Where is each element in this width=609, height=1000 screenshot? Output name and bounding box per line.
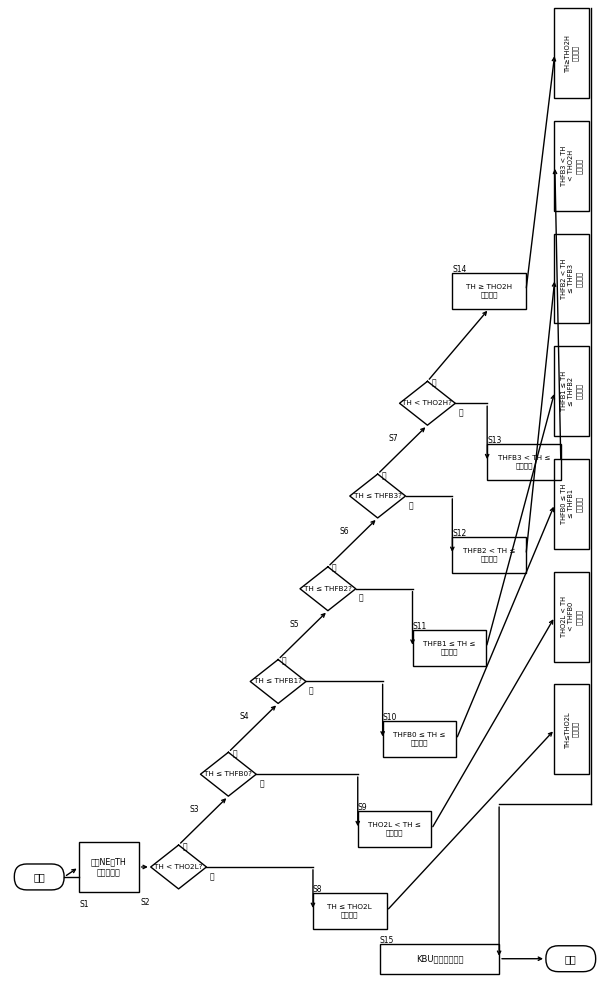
- Text: TH≤THO2L
区域判断: TH≤THO2L 区域判断: [565, 711, 579, 748]
- Bar: [357, 811, 431, 847]
- Text: THFB1 ≤ TH
≤ THFB2
区域判断: THFB1 ≤ TH ≤ THFB2 区域判断: [561, 371, 583, 411]
- Bar: [379, 944, 499, 974]
- Text: 否: 否: [183, 842, 187, 851]
- Bar: [79, 842, 139, 892]
- Text: 否: 否: [232, 749, 237, 758]
- Text: THFB3 < TH
< THO2H
区域判断: THFB3 < TH < THO2H 区域判断: [561, 146, 583, 186]
- Text: 是: 是: [409, 501, 413, 510]
- Text: THFB0 ≤ TH
≤ THFB1
区域判断: THFB0 ≤ TH ≤ THFB1 区域判断: [561, 484, 583, 524]
- Text: S3: S3: [190, 805, 200, 814]
- Text: 是: 是: [309, 686, 314, 695]
- Text: S11: S11: [412, 622, 427, 631]
- Bar: [382, 721, 456, 757]
- Text: THFB1 ≤ TH ≤
区域判断: THFB1 ≤ TH ≤ 区域判断: [423, 641, 476, 655]
- Bar: [554, 8, 589, 98]
- Text: TH ≤ THFB1?: TH ≤ THFB1?: [254, 678, 302, 684]
- Text: 结束: 结束: [565, 954, 577, 964]
- Bar: [487, 444, 561, 480]
- Text: THFB3 < TH ≤
区域判断: THFB3 < TH ≤ 区域判断: [498, 455, 551, 469]
- Text: 否: 否: [332, 564, 337, 573]
- Text: TH ≥ THO2H
区域剤断: TH ≥ THO2H 区域剤断: [466, 284, 512, 298]
- Bar: [452, 537, 526, 573]
- Text: S10: S10: [382, 713, 397, 722]
- Text: TH ≤ THO2L
区域判断: TH ≤ THO2L 区域判断: [328, 904, 372, 918]
- Text: TH < THO2L?: TH < THO2L?: [154, 864, 203, 870]
- Text: 是: 是: [359, 594, 364, 603]
- Text: 否: 否: [431, 378, 436, 387]
- Text: S7: S7: [389, 434, 398, 443]
- Bar: [554, 234, 589, 323]
- Text: S8: S8: [313, 885, 322, 894]
- Bar: [554, 572, 589, 662]
- Text: S15: S15: [379, 936, 394, 945]
- Text: S6: S6: [339, 527, 349, 536]
- Text: 开始: 开始: [33, 872, 45, 882]
- Text: THO2L < TH
< THFB0
区域判断: THO2L < TH < THFB0 区域判断: [561, 596, 583, 637]
- Text: TH < THO2H?: TH < THO2H?: [403, 400, 452, 406]
- Bar: [554, 346, 589, 436]
- Text: S9: S9: [357, 803, 367, 812]
- Text: S4: S4: [239, 712, 249, 721]
- Text: TH ≤ THFB0?: TH ≤ THFB0?: [205, 771, 252, 777]
- Bar: [554, 121, 589, 211]
- Text: 是: 是: [209, 872, 214, 881]
- Text: 否: 否: [282, 657, 287, 666]
- Text: TH ≤ THFB3?: TH ≤ THFB3?: [354, 493, 402, 499]
- Text: S5: S5: [289, 620, 299, 629]
- Bar: [313, 893, 387, 929]
- Text: 是: 是: [259, 779, 264, 788]
- Text: S1: S1: [79, 900, 88, 909]
- Text: TH ≤ THFB2?: TH ≤ THFB2?: [304, 586, 352, 592]
- Text: 否: 否: [382, 471, 386, 480]
- Text: S2: S2: [140, 898, 150, 907]
- Text: S13: S13: [487, 436, 502, 445]
- Text: S14: S14: [452, 265, 466, 274]
- Text: 基于NE、TH
的区域检索: 基于NE、TH 的区域检索: [91, 857, 127, 877]
- Text: THFB2 < TH ≤
区域判断: THFB2 < TH ≤ 区域判断: [463, 548, 515, 562]
- Text: KBU逐渐转变判断: KBU逐渐转变判断: [415, 954, 463, 963]
- Text: 是: 是: [459, 408, 463, 417]
- Text: THFB2 < TH
≤ THFB3
区域判断: THFB2 < TH ≤ THFB3 区域判断: [561, 258, 583, 299]
- Bar: [554, 684, 589, 774]
- Bar: [554, 459, 589, 549]
- Text: THFB0 ≤ TH ≤
区域判断: THFB0 ≤ TH ≤ 区域判断: [393, 732, 446, 746]
- Bar: [452, 273, 526, 309]
- Text: THO2L < TH ≤
区域判断: THO2L < TH ≤ 区域判断: [368, 822, 421, 836]
- Bar: [412, 630, 486, 666]
- Text: S12: S12: [452, 529, 466, 538]
- Text: TH≥THO2H
区域判断: TH≥THO2H 区域判断: [565, 34, 579, 72]
